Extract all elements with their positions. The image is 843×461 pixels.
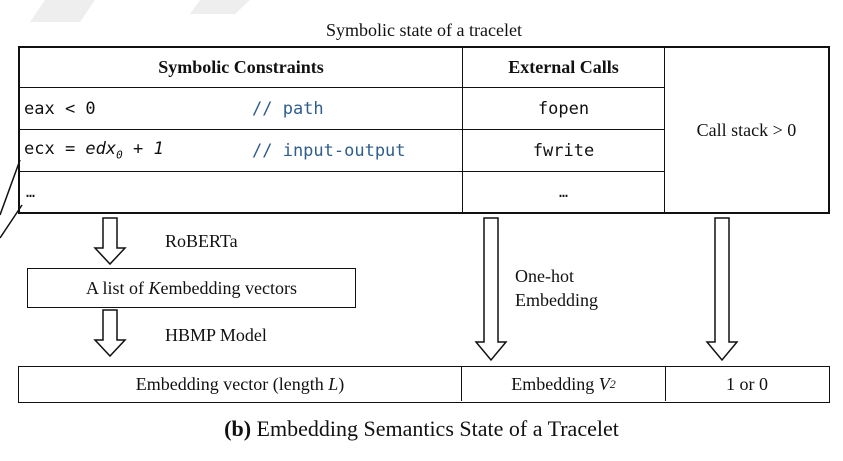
constraint-row-1: eax < 0 // path [20,88,463,130]
external-call-row-3: … [463,172,665,212]
constraint-comment: // path [252,98,324,119]
connector-line [0,159,21,216]
arrow-callstack [705,217,739,362]
constraint-row-3: … [20,172,463,212]
watermark-mark [190,0,250,14]
external-call-row-1: fopen [463,88,665,130]
external-call-row-2: fwrite [463,130,665,172]
constraint-code: eax < 0 [24,98,96,119]
state-title: Symbolic state of a tracelet [326,20,522,40]
roberta-label: RoBERTa [165,231,238,251]
header-symbolic-constraints: Symbolic Constraints [20,48,463,88]
binary-box: 1 or 0 [726,373,768,394]
arrow-roberta [93,217,127,266]
symbolic-state-table: Symbolic Constraints External Calls eax … [18,46,830,214]
header-external-calls: External Calls [463,48,665,88]
call-stack-cell: Call stack > 0 [696,119,797,140]
arrow-hbmp [93,309,127,358]
constraint-comment: // input-output [252,140,406,161]
hbmp-label: HBMP Model [165,325,267,345]
constraint-code: ecx = edx0 + 1 [24,139,164,162]
embedding-vector-box: Embedding vector (length L) [19,367,462,401]
arrow-onehot [474,217,508,362]
onehot-label: One-hot Embedding [515,266,598,310]
watermark-mark [30,0,95,22]
figure-caption: (b) Embedding Semantics State of a Trace… [224,416,619,441]
constraint-row-2: ecx = edx0 + 1 // input-output [20,130,463,172]
